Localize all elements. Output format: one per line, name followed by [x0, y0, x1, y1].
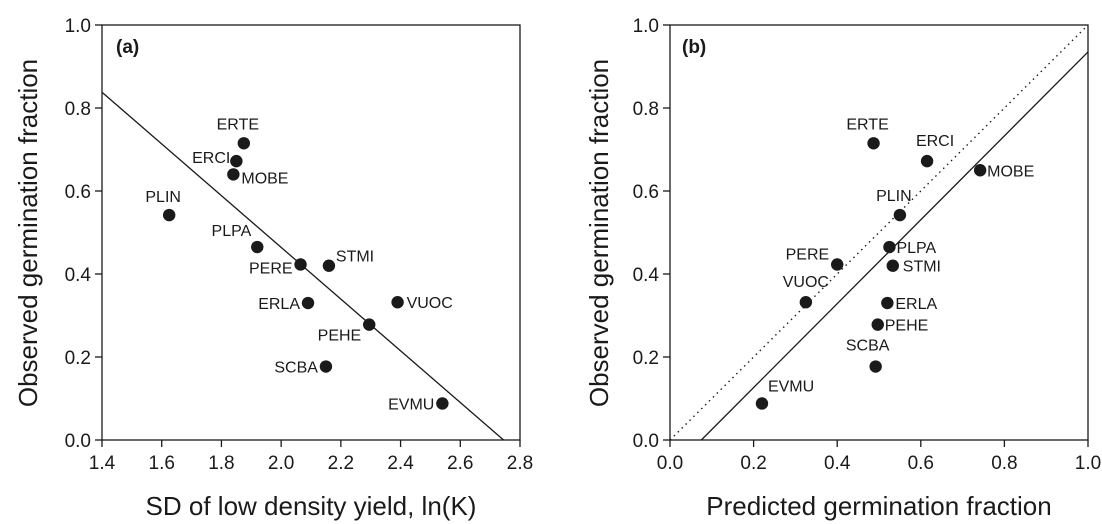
panel-b-x-tick-label: 0.2	[740, 453, 766, 474]
panel-b-point-scba	[869, 360, 882, 373]
panel-b-point-label: PEHE	[885, 318, 929, 335]
panel-b-y-tick-label: 0.6	[633, 182, 659, 203]
panel-a-label: (a)	[116, 37, 139, 58]
panel-b: (b) Predicted germination fraction Obser…	[584, 16, 1101, 521]
panel-a-y-tick-label: 1.0	[65, 16, 91, 37]
panel-a-plot-frame	[101, 24, 521, 441]
panel-a-y-tick-label: 0.6	[65, 182, 91, 203]
panel-a-x-axis-title: SD of low density yield, ln(K)	[146, 491, 477, 521]
panel-b-point-erte	[867, 137, 880, 150]
panel-b-point-plin	[893, 208, 907, 222]
panel-b-x-tick-label: 0.4	[824, 453, 851, 474]
panel-a: (a) SD of low density yield, ln(K) Obser…	[13, 16, 533, 521]
panel-b-y-tick-label: 1.0	[633, 16, 659, 37]
panel-a-point-label: STMI	[336, 249, 374, 266]
panel-b-point-plpa	[883, 240, 896, 254]
panel-a-x-tick-label: 1.4	[89, 453, 116, 474]
panel-b-y-tick-label: 0.2	[633, 348, 659, 369]
panel-b-point-stmi	[886, 259, 899, 272]
panel-b-dotted-line	[669, 24, 1089, 441]
panel-a-point-label: PERE	[249, 260, 293, 277]
panel-b-label: (b)	[682, 37, 706, 58]
panel-b-point-vuoc	[799, 296, 813, 309]
panel-a-point-label: PEHE	[318, 328, 362, 345]
panel-b-point-label: PLPA	[896, 240, 936, 257]
panel-b-point-mobe	[973, 164, 987, 177]
panel-a-y-tick-label: 0.8	[65, 99, 91, 120]
panel-b-y-tick-label: 0.4	[633, 265, 660, 286]
panel-a-point-label: VUOC	[407, 295, 453, 312]
panel-a-point-label: ERTE	[217, 116, 259, 133]
panel-b-y-axis-title: Observed germination fraction	[584, 59, 614, 407]
panel-a-x-tick-label: 2.6	[447, 453, 473, 474]
panel-b-x-tick-label: 0.0	[657, 453, 683, 474]
panel-a-point-label: ERLA	[258, 296, 300, 313]
panel-b-points: ERTE ERCI MOBE PLIN PLPA PERE STMI VUOC ERLA PEHE…	[755, 116, 1034, 410]
panel-a-x-tick-label: 2.2	[328, 453, 354, 474]
panel-a-point-label: PLPA	[212, 223, 252, 240]
panel-a-x-ticks: 1.4 1.6 1.8 2.0 2.2 2.4 2.6 2.8	[89, 440, 533, 474]
panel-b-y-ticks: 0.0 0.2 0.4 0.6 0.8 1.0	[633, 16, 670, 452]
panel-a-y-ticks: 0.0 0.2 0.4 0.6 0.8 1.0	[65, 16, 102, 452]
panel-b-point-pere	[831, 258, 844, 271]
panel-a-point-plin	[162, 208, 176, 222]
panel-b-point-label: ERTE	[846, 116, 888, 133]
panel-a-point-pere	[294, 258, 307, 271]
panel-a-y-tick-label: 0.2	[65, 348, 91, 369]
panel-b-y-tick-label: 0.0	[633, 431, 659, 452]
panel-b-point-evmu	[755, 397, 769, 410]
panel-a-x-tick-label: 2.0	[268, 453, 294, 474]
panel-b-lines	[669, 24, 1089, 441]
panel-a-point-vuoc	[391, 296, 404, 309]
panel-b-point-erci	[920, 154, 934, 168]
panel-a-point-stmi	[322, 259, 336, 272]
panel-a-y-tick-label: 0.0	[65, 431, 91, 452]
panel-b-point-label: STMI	[903, 259, 941, 276]
panel-a-point-erci	[230, 154, 243, 168]
panel-a-point-mobe	[227, 168, 240, 181]
panel-b-x-ticks: 0.0 0.2 0.4 0.6 0.8 1.0	[657, 440, 1101, 474]
panel-b-x-tick-label: 0.6	[908, 453, 934, 474]
panel-a-point-pehe	[363, 318, 376, 331]
panel-a-point-scba	[319, 360, 333, 373]
panel-a-point-erla	[301, 296, 315, 310]
panel-b-point-label: PLIN	[876, 188, 912, 205]
panel-a-point-label: PLIN	[145, 189, 181, 206]
panel-b-point-label: MOBE	[987, 163, 1034, 180]
panel-b-point-label: VUOC	[783, 274, 829, 291]
panel-a-point-label: MOBE	[241, 170, 288, 187]
panel-a-y-tick-label: 0.4	[65, 265, 92, 286]
panel-b-y-tick-label: 0.8	[633, 99, 659, 120]
panel-a-point-erte	[237, 137, 251, 150]
panel-a-point-plpa	[251, 240, 264, 254]
panel-a-point-evmu	[436, 397, 449, 410]
panel-b-x-tick-label: 0.8	[991, 453, 1017, 474]
panel-b-point-pehe	[871, 318, 884, 331]
panel-b-x-tick-label: 1.0	[1075, 453, 1101, 474]
panel-a-y-axis-title: Observed germination fraction	[13, 59, 43, 407]
panel-a-points: ERTE ERCI MOBE PLIN PLPA PERE STMI ERLA VUOC PEHE…	[145, 116, 452, 413]
panel-b-plot-frame	[669, 24, 1089, 441]
panel-a-point-label: SCBA	[274, 360, 318, 377]
panel-b-point-label: ERCI	[916, 133, 954, 150]
panel-b-point-label: ERLA	[895, 296, 937, 313]
panel-b-point-label: PERE	[786, 246, 830, 263]
panel-a-point-label: ERCI	[192, 150, 230, 167]
panel-a-x-tick-label: 2.8	[507, 453, 533, 474]
panel-b-point-label: SCBA	[846, 338, 890, 355]
panel-b-x-axis-title: Predicted germination fraction	[706, 491, 1051, 521]
panel-a-x-tick-label: 1.8	[208, 453, 234, 474]
panel-a-x-tick-label: 1.6	[149, 453, 175, 474]
panel-a-point-label: EVMU	[388, 396, 434, 413]
panel-b-point-erla	[881, 296, 894, 310]
panel-a-x-tick-label: 2.4	[387, 453, 414, 474]
panel-b-point-label: EVMU	[768, 378, 814, 395]
